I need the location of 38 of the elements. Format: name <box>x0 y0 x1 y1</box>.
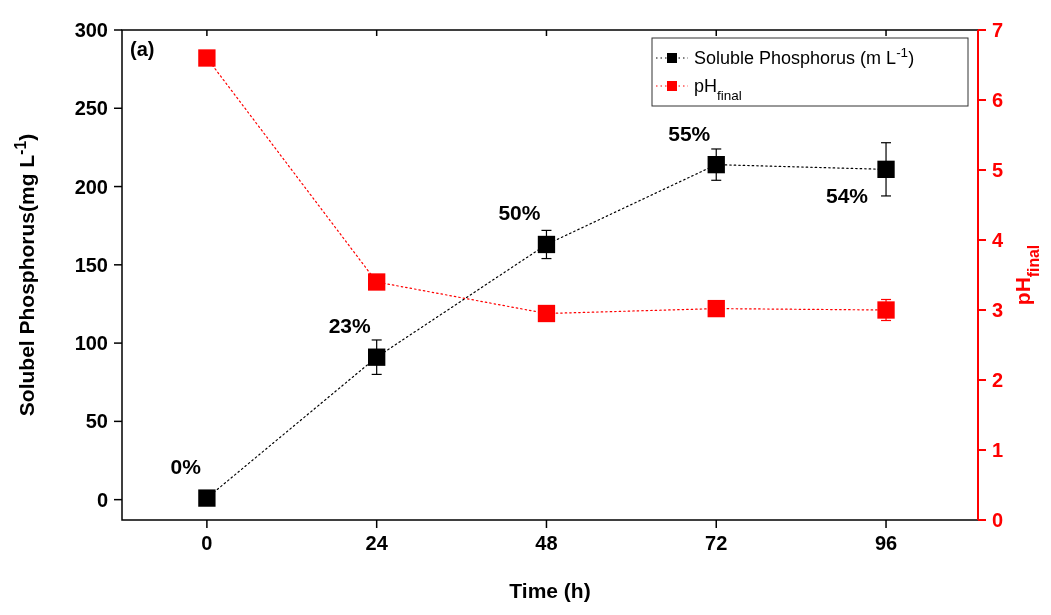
y2-tick-label: 1 <box>992 439 1004 461</box>
y-tick-label: 100 <box>74 332 108 355</box>
point <box>877 160 895 178</box>
legend-label: Soluble Phosphorus (m L$^{-1}$) <box>694 44 915 68</box>
y2-tick-label: 7 <box>992 19 1004 41</box>
point <box>198 489 216 507</box>
annotation: 23% <box>328 314 371 338</box>
x-tick-label: 72 <box>705 532 728 554</box>
x-tick-label: 96 <box>874 532 898 554</box>
y-tick-label: 150 <box>74 253 108 276</box>
annotation: (a) <box>130 38 155 60</box>
y2-tick-label: 2 <box>992 369 1004 391</box>
y2-tick-label: 5 <box>992 159 1004 181</box>
x-tick-label: 48 <box>535 532 558 554</box>
y-tick-label: 0 <box>96 488 108 511</box>
y-tick-label: 200 <box>74 175 108 198</box>
x-axis-title: Time (h) <box>509 579 591 602</box>
annotation: 54% <box>826 184 869 208</box>
y-tick-label: 50 <box>85 410 108 433</box>
y2-tick-label: 0 <box>992 509 1004 531</box>
point <box>368 273 386 291</box>
point <box>368 348 386 366</box>
y-tick-label: 250 <box>74 97 108 120</box>
annotation: 50% <box>498 201 541 225</box>
legend-label: pH$_{final}$ <box>694 76 742 103</box>
point <box>707 155 725 174</box>
y-tick-label: 300 <box>74 19 108 41</box>
annotation: 55% <box>668 121 711 145</box>
y2-tick-label: 3 <box>992 299 1004 321</box>
x-tick-label: 0 <box>201 532 213 554</box>
point <box>707 299 725 318</box>
y2-tick-label: 4 <box>992 229 1004 251</box>
y2-tick-label: 6 <box>992 89 1004 111</box>
point <box>537 235 556 254</box>
annotation: 0% <box>170 455 202 479</box>
x-tick-label: 24 <box>365 532 389 554</box>
point <box>198 49 216 67</box>
point <box>537 304 556 323</box>
